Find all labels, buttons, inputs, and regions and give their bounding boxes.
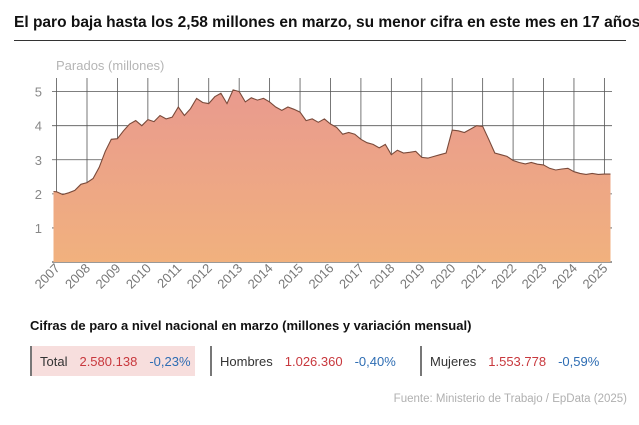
summary-women-label: Mujeres (430, 353, 477, 369)
summary-women: Mujeres 1.553.778 -0,59% (420, 346, 615, 376)
x-tick-label: 2008 (62, 261, 93, 292)
y-tick-label: 4 (35, 119, 42, 134)
summary-men-value: 1.026.360 (284, 353, 343, 369)
summary-men-change: -0,40% (354, 353, 396, 369)
summary-total-change: -0,23% (149, 353, 191, 369)
x-tick-label: 2009 (92, 261, 123, 292)
x-tick-label: 2013 (214, 261, 245, 292)
x-tick-label: 2020 (427, 261, 458, 292)
x-tick-label: 2014 (245, 261, 276, 292)
y-tick-labels: 1 2 3 4 5 (35, 85, 42, 236)
summary-women-change: -0,59% (558, 353, 600, 369)
y-tick-label: 1 (35, 221, 42, 236)
x-tick-label: 2016 (306, 261, 337, 292)
x-tick-label: 2012 (184, 261, 215, 292)
x-tick-label: 2010 (123, 261, 154, 292)
x-tick-label: 2007 (32, 261, 63, 292)
title-divider (14, 40, 626, 41)
summary-total-label: Total (40, 353, 68, 369)
summary-total: Total 2.580.138 -0,23% (30, 346, 195, 376)
x-tick-label: 2019 (397, 261, 428, 292)
y-axis-label: Parados (millones) (56, 58, 164, 73)
y-tick-label: 5 (35, 85, 42, 100)
area-outline (53, 89, 611, 196)
chart-title: El paro baja hasta los 2,58 millones en … (14, 14, 639, 31)
x-tick-label: 2017 (336, 261, 367, 292)
summary-men: Hombres 1.026.360 -0,40% (210, 346, 405, 376)
area-fill (53, 89, 611, 263)
x-tick-label: 2025 (579, 261, 610, 292)
x-tick-label: 2021 (458, 261, 489, 292)
y-tick-label: 2 (35, 187, 42, 202)
summary-heading: Cifras de paro a nivel nacional en marzo… (30, 318, 472, 333)
x-tick-labels: 2007 2008 2009 2010 2011 2012 2013 2014 2015 2016… (32, 261, 611, 292)
y-tick-label: 3 (35, 153, 42, 168)
summary-boxes: Total 2.580.138 -0,23% Hombres 1.026.360… (30, 346, 615, 376)
summary-total-value: 2.580.138 (79, 353, 138, 369)
x-tick-label: 2024 (549, 261, 580, 292)
x-tick-label: 2018 (366, 261, 397, 292)
x-tick-label: 2022 (488, 261, 519, 292)
source-note: Fuente: Ministerio de Trabajo / EpData (… (393, 393, 627, 405)
x-tick-label: 2023 (519, 261, 550, 292)
summary-men-label: Hombres (220, 353, 273, 369)
summary-women-value: 1.553.778 (488, 353, 547, 369)
x-tick-label: 2015 (275, 261, 306, 292)
x-tick-label: 2011 (154, 261, 184, 291)
